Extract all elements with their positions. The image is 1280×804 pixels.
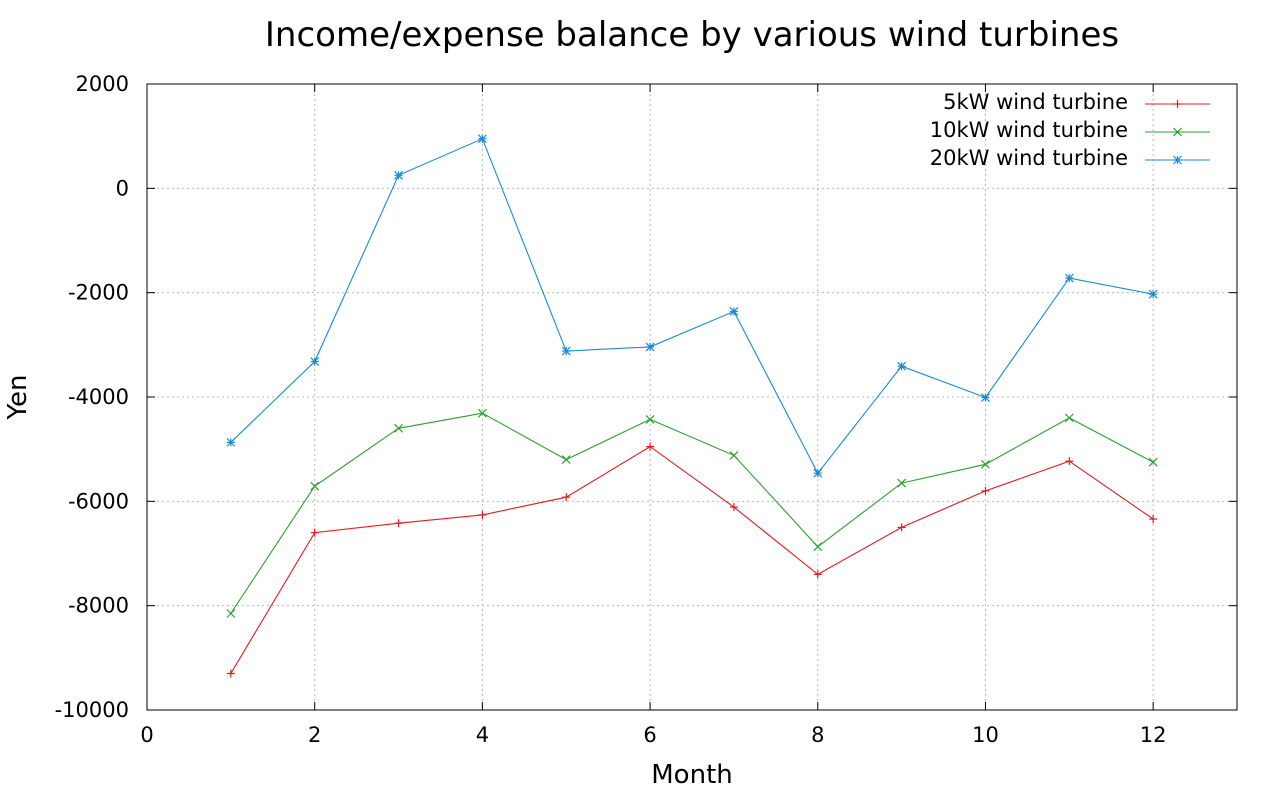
- data-point: [729, 307, 739, 316]
- legend-label: 5kW wind turbine: [943, 90, 1128, 114]
- data-point: [729, 503, 738, 512]
- y-tick-label: -4000: [68, 385, 129, 409]
- series-3: [226, 134, 1158, 478]
- x-tick-label: 6: [643, 723, 656, 747]
- data-point: [478, 510, 487, 519]
- data-point: [226, 609, 236, 618]
- data-point: [645, 415, 655, 424]
- data-point: [1064, 273, 1074, 283]
- data-point: [1149, 515, 1158, 524]
- data-point: [1148, 289, 1158, 299]
- series-line: [230, 445, 1154, 674]
- legend-label: 20kW wind turbine: [930, 146, 1128, 170]
- y-tick-label: -6000: [68, 489, 129, 513]
- data-point: [394, 170, 403, 180]
- x-tick-label: 2: [308, 723, 321, 747]
- data-point: [310, 528, 319, 537]
- legend-swatch-marker: [1173, 127, 1182, 137]
- x-axis-label: Month: [651, 760, 733, 790]
- data-point: [1064, 413, 1074, 423]
- series-line: [230, 412, 1154, 614]
- y-axis-ticks: 2000 0 -2000 -4000 -6000 -8000 -10000: [55, 72, 1237, 722]
- legend-swatch-marker: [1173, 100, 1182, 108]
- data-point: [477, 134, 487, 144]
- legend-label: 10kW wind turbine: [930, 118, 1128, 142]
- data-point: [477, 408, 487, 418]
- data-point: [981, 486, 990, 495]
- data-point: [561, 455, 571, 465]
- y-axis-label: Yen: [3, 375, 33, 421]
- data-point: [981, 459, 990, 469]
- legend-entry: 5kW wind turbine: [943, 90, 1210, 114]
- legend-entry: 10kW wind turbine: [930, 118, 1210, 142]
- legend: 5kW wind turbine 10kW wind turbine 20kW wi…: [930, 90, 1210, 170]
- data-point: [1148, 457, 1158, 467]
- y-tick-label: 2000: [76, 72, 129, 96]
- y-tick-label: -8000: [68, 594, 129, 618]
- data-point: [897, 523, 906, 532]
- legend-swatch-marker: [1173, 155, 1182, 165]
- data-point: [646, 442, 655, 451]
- series-group: [226, 134, 1158, 678]
- data-point: [562, 493, 571, 502]
- data-point: [394, 519, 403, 528]
- data-point: [897, 478, 907, 488]
- data-point: [310, 357, 320, 366]
- data-point: [897, 361, 907, 371]
- x-axis-ticks: 0 2 4 6 8 10 12: [140, 84, 1167, 747]
- series-line: [230, 138, 1154, 475]
- y-tick-label: -2000: [68, 281, 129, 305]
- data-point: [394, 423, 403, 433]
- data-point: [813, 468, 823, 478]
- legend-entry: 20kW wind turbine: [930, 146, 1210, 170]
- y-tick-label: -10000: [55, 698, 129, 722]
- y-tick-label: 0: [116, 176, 129, 200]
- data-point: [645, 342, 655, 352]
- x-tick-label: 12: [1140, 723, 1167, 747]
- data-point: [1065, 457, 1074, 466]
- data-point: [310, 481, 320, 491]
- x-tick-label: 10: [972, 723, 999, 747]
- data-point: [981, 393, 990, 402]
- data-point: [729, 451, 739, 460]
- series-2: [226, 408, 1158, 618]
- chart-title: Income/expense balance by various wind t…: [265, 15, 1119, 55]
- data-point: [813, 542, 823, 552]
- x-tick-label: 4: [476, 723, 489, 747]
- data-point: [226, 437, 236, 447]
- grid: [147, 84, 1237, 710]
- x-tick-label: 0: [140, 723, 153, 747]
- data-point: [226, 669, 235, 678]
- series-1: [226, 442, 1158, 678]
- x-tick-label: 8: [811, 723, 824, 747]
- data-point: [813, 570, 822, 579]
- data-point: [561, 346, 571, 356]
